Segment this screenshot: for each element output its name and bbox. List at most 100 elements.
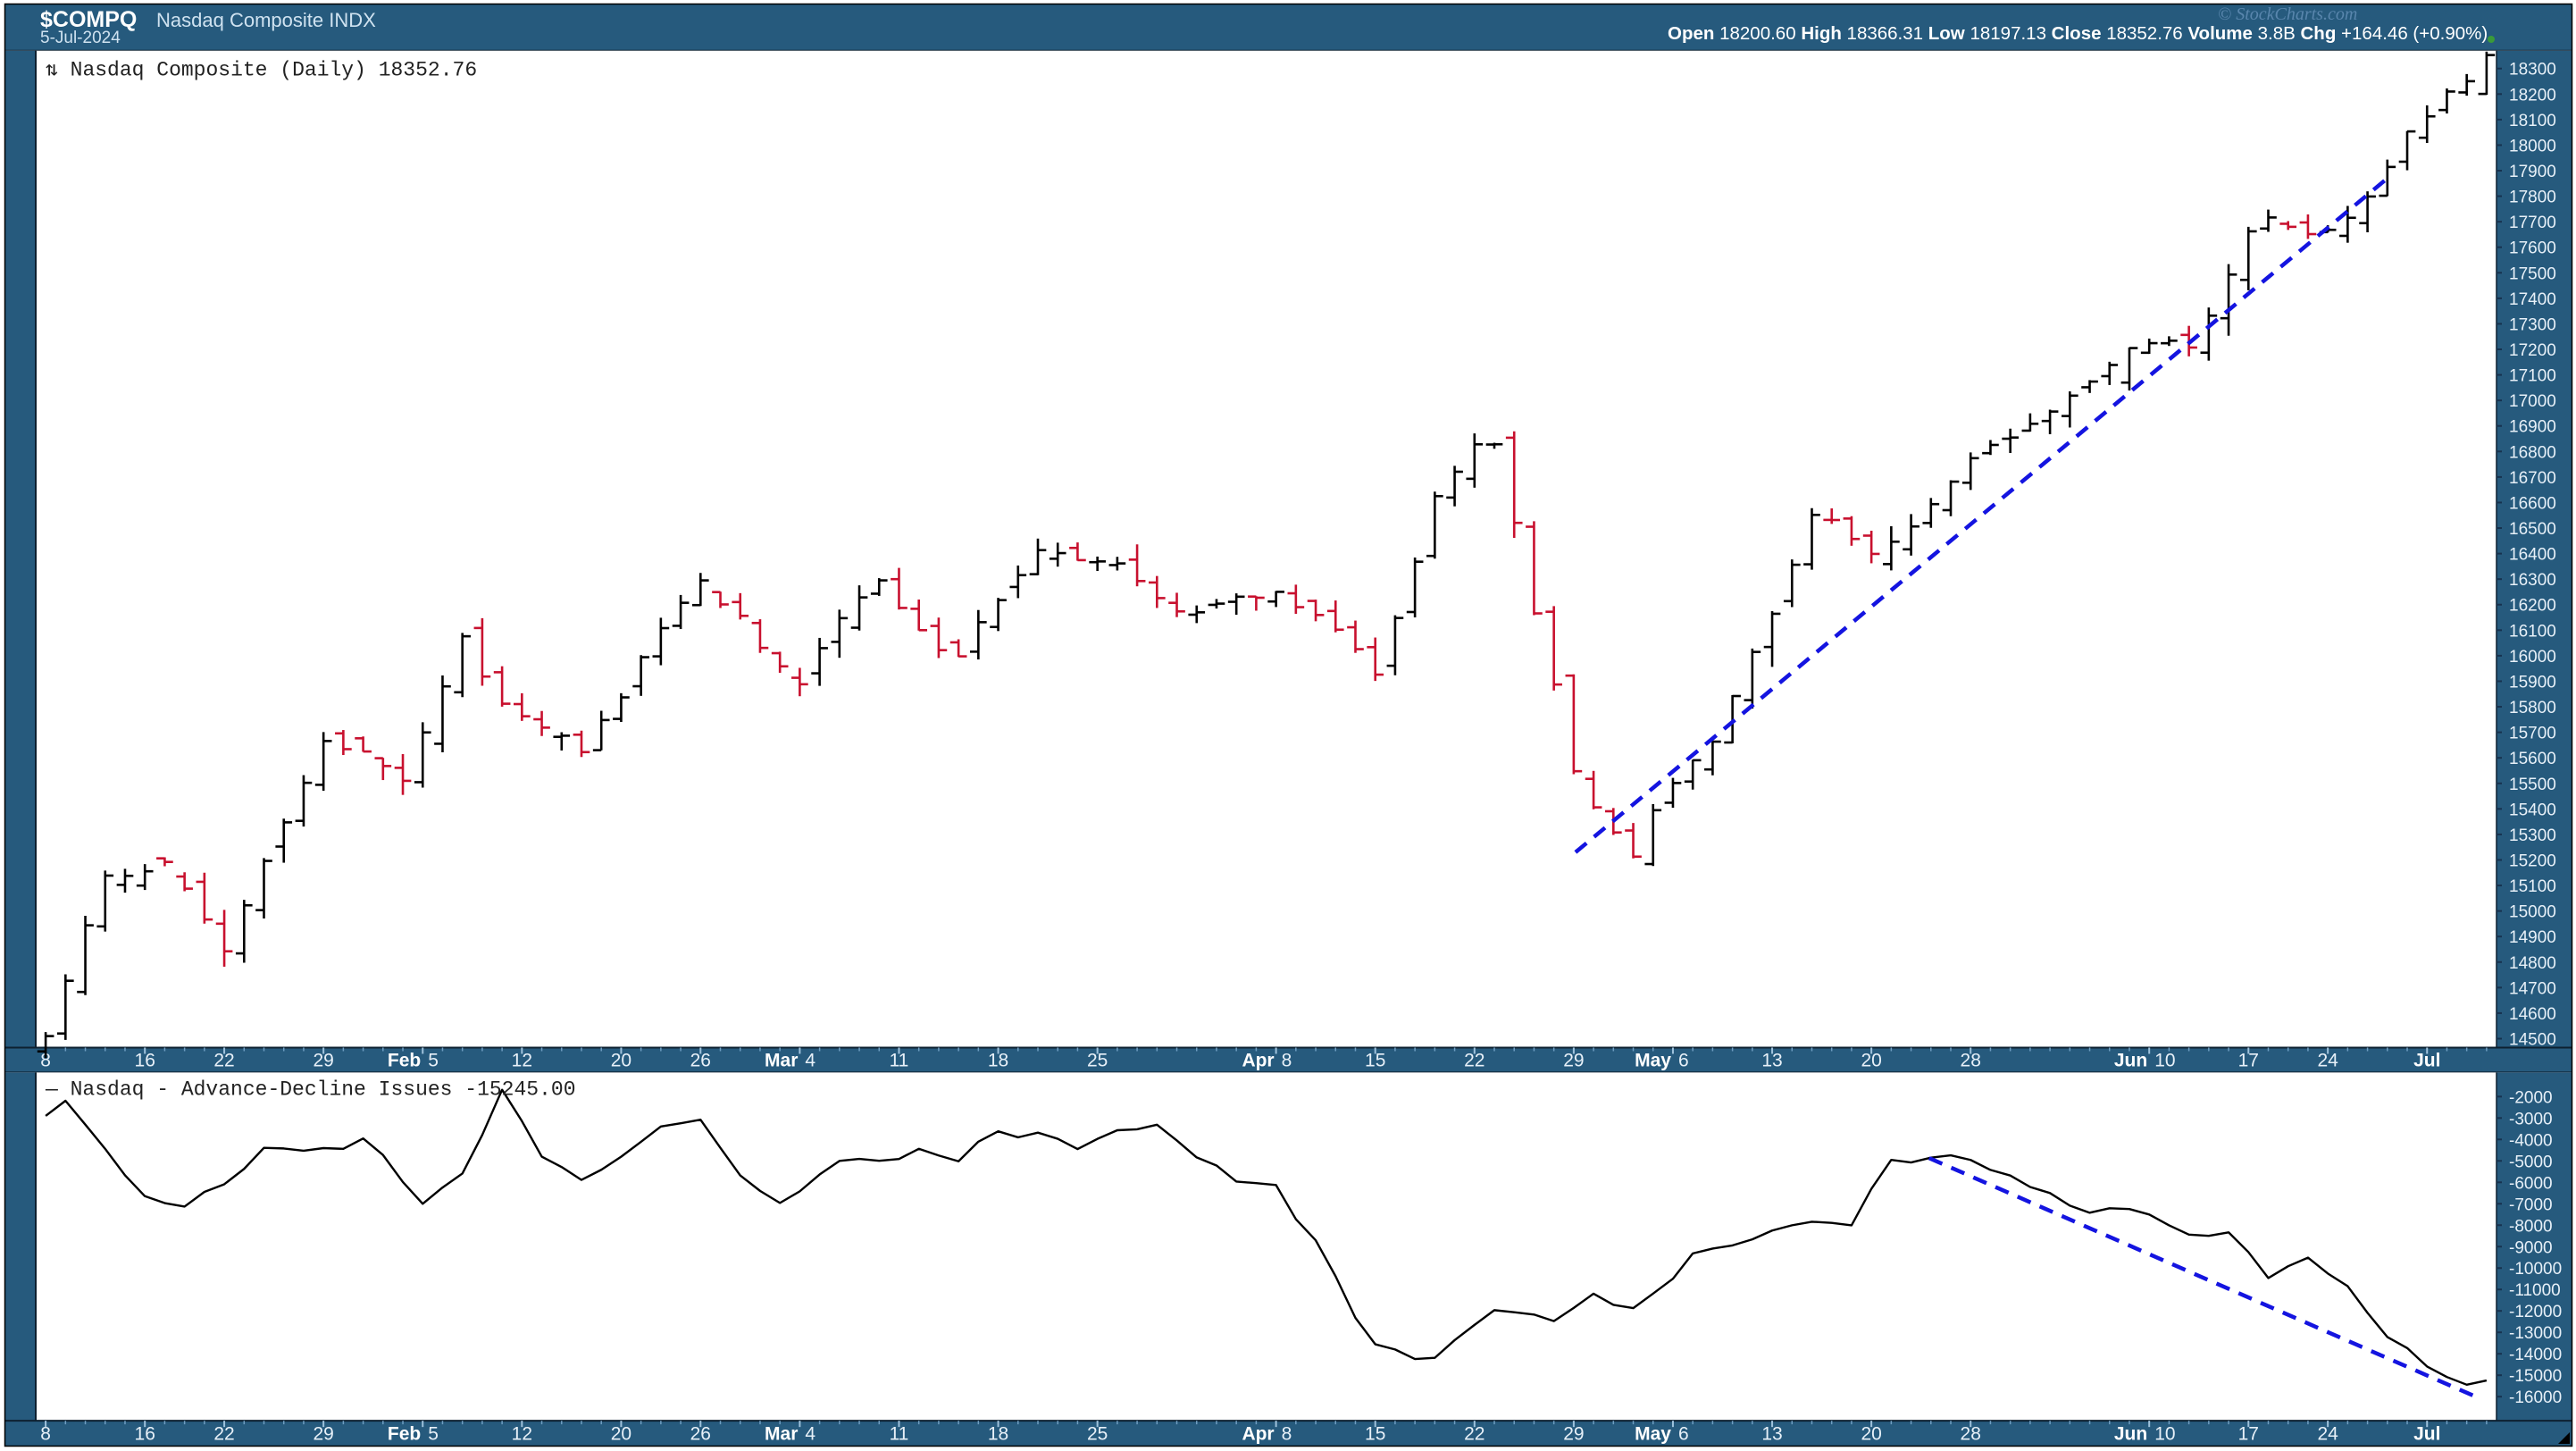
svg-text:29: 29: [313, 1050, 333, 1070]
svg-text:-13000: -13000: [2509, 1324, 2562, 1343]
svg-text:14700: 14700: [2509, 979, 2556, 998]
svg-text:16500: 16500: [2509, 520, 2556, 539]
svg-text:16600: 16600: [2509, 494, 2556, 513]
svg-text:22: 22: [1464, 1050, 1485, 1070]
svg-text:20: 20: [1861, 1050, 1881, 1070]
svg-text:Open 18200.60 High 18366.31: Open 18200.60 High 18366.31 Low 18197.13…: [1668, 23, 2488, 44]
svg-text:Mar: Mar: [765, 1050, 798, 1070]
svg-text:26: 26: [690, 1424, 711, 1445]
svg-text:Apr: Apr: [1242, 1050, 1274, 1070]
svg-text:6: 6: [1678, 1050, 1689, 1070]
svg-text:16: 16: [135, 1050, 155, 1070]
svg-text:— Nasdaq - Advance-Decline Iss: — Nasdaq - Advance-Decline Issues -15245…: [45, 1078, 576, 1101]
svg-text:4: 4: [805, 1050, 815, 1070]
svg-text:May: May: [1635, 1424, 1671, 1445]
svg-text:24: 24: [2317, 1424, 2338, 1445]
svg-text:18000: 18000: [2509, 137, 2556, 155]
svg-text:18: 18: [988, 1424, 1008, 1445]
svg-text:16700: 16700: [2509, 469, 2556, 488]
svg-text:17: 17: [2238, 1424, 2259, 1445]
svg-text:17600: 17600: [2509, 239, 2556, 258]
svg-text:Mar: Mar: [765, 1424, 798, 1445]
svg-text:26: 26: [690, 1050, 711, 1070]
svg-text:May: May: [1635, 1050, 1671, 1070]
svg-text:15000: 15000: [2509, 903, 2556, 922]
svg-text:8: 8: [40, 1424, 51, 1445]
svg-text:Feb: Feb: [388, 1424, 421, 1445]
svg-text:25: 25: [1087, 1424, 1108, 1445]
svg-text:17300: 17300: [2509, 315, 2556, 334]
svg-text:Jul: Jul: [2413, 1050, 2440, 1070]
svg-text:4: 4: [805, 1424, 815, 1445]
svg-text:22: 22: [1464, 1424, 1485, 1445]
svg-text:10: 10: [2154, 1424, 2175, 1445]
svg-text:Jul: Jul: [2413, 1424, 2440, 1445]
svg-text:15: 15: [1365, 1424, 1385, 1445]
svg-text:15400: 15400: [2509, 801, 2556, 819]
svg-text:25: 25: [1087, 1050, 1108, 1070]
svg-text:12: 12: [512, 1424, 532, 1445]
svg-text:17100: 17100: [2509, 367, 2556, 386]
svg-text:28: 28: [1961, 1050, 1981, 1070]
svg-text:8: 8: [1282, 1050, 1292, 1070]
svg-text:18300: 18300: [2509, 61, 2556, 80]
svg-text:-5000: -5000: [2509, 1153, 2553, 1171]
svg-text:18: 18: [988, 1050, 1008, 1070]
svg-text:14800: 14800: [2509, 954, 2556, 973]
svg-text:15600: 15600: [2509, 750, 2556, 768]
svg-text:5: 5: [428, 1050, 439, 1070]
svg-text:18100: 18100: [2509, 112, 2556, 130]
svg-text:Feb: Feb: [388, 1050, 421, 1070]
svg-text:© StockCharts.com: © StockCharts.com: [2218, 4, 2357, 24]
svg-text:20: 20: [611, 1424, 631, 1445]
svg-text:16: 16: [135, 1424, 155, 1445]
svg-text:-14000: -14000: [2509, 1346, 2562, 1364]
svg-text:15100: 15100: [2509, 877, 2556, 896]
svg-text:20: 20: [1861, 1424, 1881, 1445]
svg-text:15500: 15500: [2509, 776, 2556, 794]
svg-text:17000: 17000: [2509, 392, 2556, 411]
svg-text:Nasdaq Composite INDX: Nasdaq Composite INDX: [156, 9, 376, 31]
svg-text:-10000: -10000: [2509, 1260, 2562, 1279]
svg-text:16200: 16200: [2509, 597, 2556, 616]
svg-text:12: 12: [512, 1050, 532, 1070]
svg-text:20: 20: [611, 1050, 631, 1070]
svg-text:17400: 17400: [2509, 290, 2556, 309]
svg-text:17: 17: [2238, 1050, 2259, 1070]
svg-text:16900: 16900: [2509, 418, 2556, 437]
svg-text:13: 13: [1761, 1050, 1782, 1070]
svg-text:15300: 15300: [2509, 826, 2556, 845]
svg-text:8: 8: [1282, 1424, 1292, 1445]
svg-text:-9000: -9000: [2509, 1238, 2553, 1257]
svg-text:17200: 17200: [2509, 341, 2556, 360]
svg-text:16000: 16000: [2509, 648, 2556, 667]
svg-text:16100: 16100: [2509, 622, 2556, 641]
svg-text:14900: 14900: [2509, 928, 2556, 947]
svg-text:5: 5: [428, 1424, 439, 1445]
svg-text:28: 28: [1961, 1424, 1981, 1445]
svg-text:24: 24: [2317, 1050, 2338, 1070]
svg-text:14600: 14600: [2509, 1005, 2556, 1024]
svg-text:13: 13: [1761, 1424, 1782, 1445]
svg-text:-8000: -8000: [2509, 1217, 2553, 1236]
svg-text:16800: 16800: [2509, 443, 2556, 462]
svg-text:-16000: -16000: [2509, 1388, 2562, 1407]
svg-text:15800: 15800: [2509, 699, 2556, 717]
svg-text:-6000: -6000: [2509, 1174, 2553, 1193]
svg-text:17800: 17800: [2509, 189, 2556, 207]
svg-text:Jun: Jun: [2114, 1050, 2147, 1070]
svg-text:10: 10: [2154, 1050, 2175, 1070]
svg-text:17500: 17500: [2509, 264, 2556, 283]
svg-text:-7000: -7000: [2509, 1195, 2553, 1214]
svg-text:29: 29: [313, 1424, 333, 1445]
svg-text:29: 29: [1563, 1424, 1584, 1445]
svg-text:14500: 14500: [2509, 1030, 2556, 1049]
svg-text:-3000: -3000: [2509, 1110, 2553, 1128]
svg-text:11: 11: [890, 1424, 909, 1445]
svg-text:15: 15: [1365, 1050, 1385, 1070]
svg-text:⇅ Nasdaq Composite (Daily) 183: ⇅ Nasdaq Composite (Daily) 18352.76: [46, 59, 477, 82]
svg-text:29: 29: [1563, 1050, 1584, 1070]
svg-text:18200: 18200: [2509, 86, 2556, 105]
svg-text:6: 6: [1678, 1424, 1689, 1445]
svg-text:-4000: -4000: [2509, 1131, 2553, 1150]
